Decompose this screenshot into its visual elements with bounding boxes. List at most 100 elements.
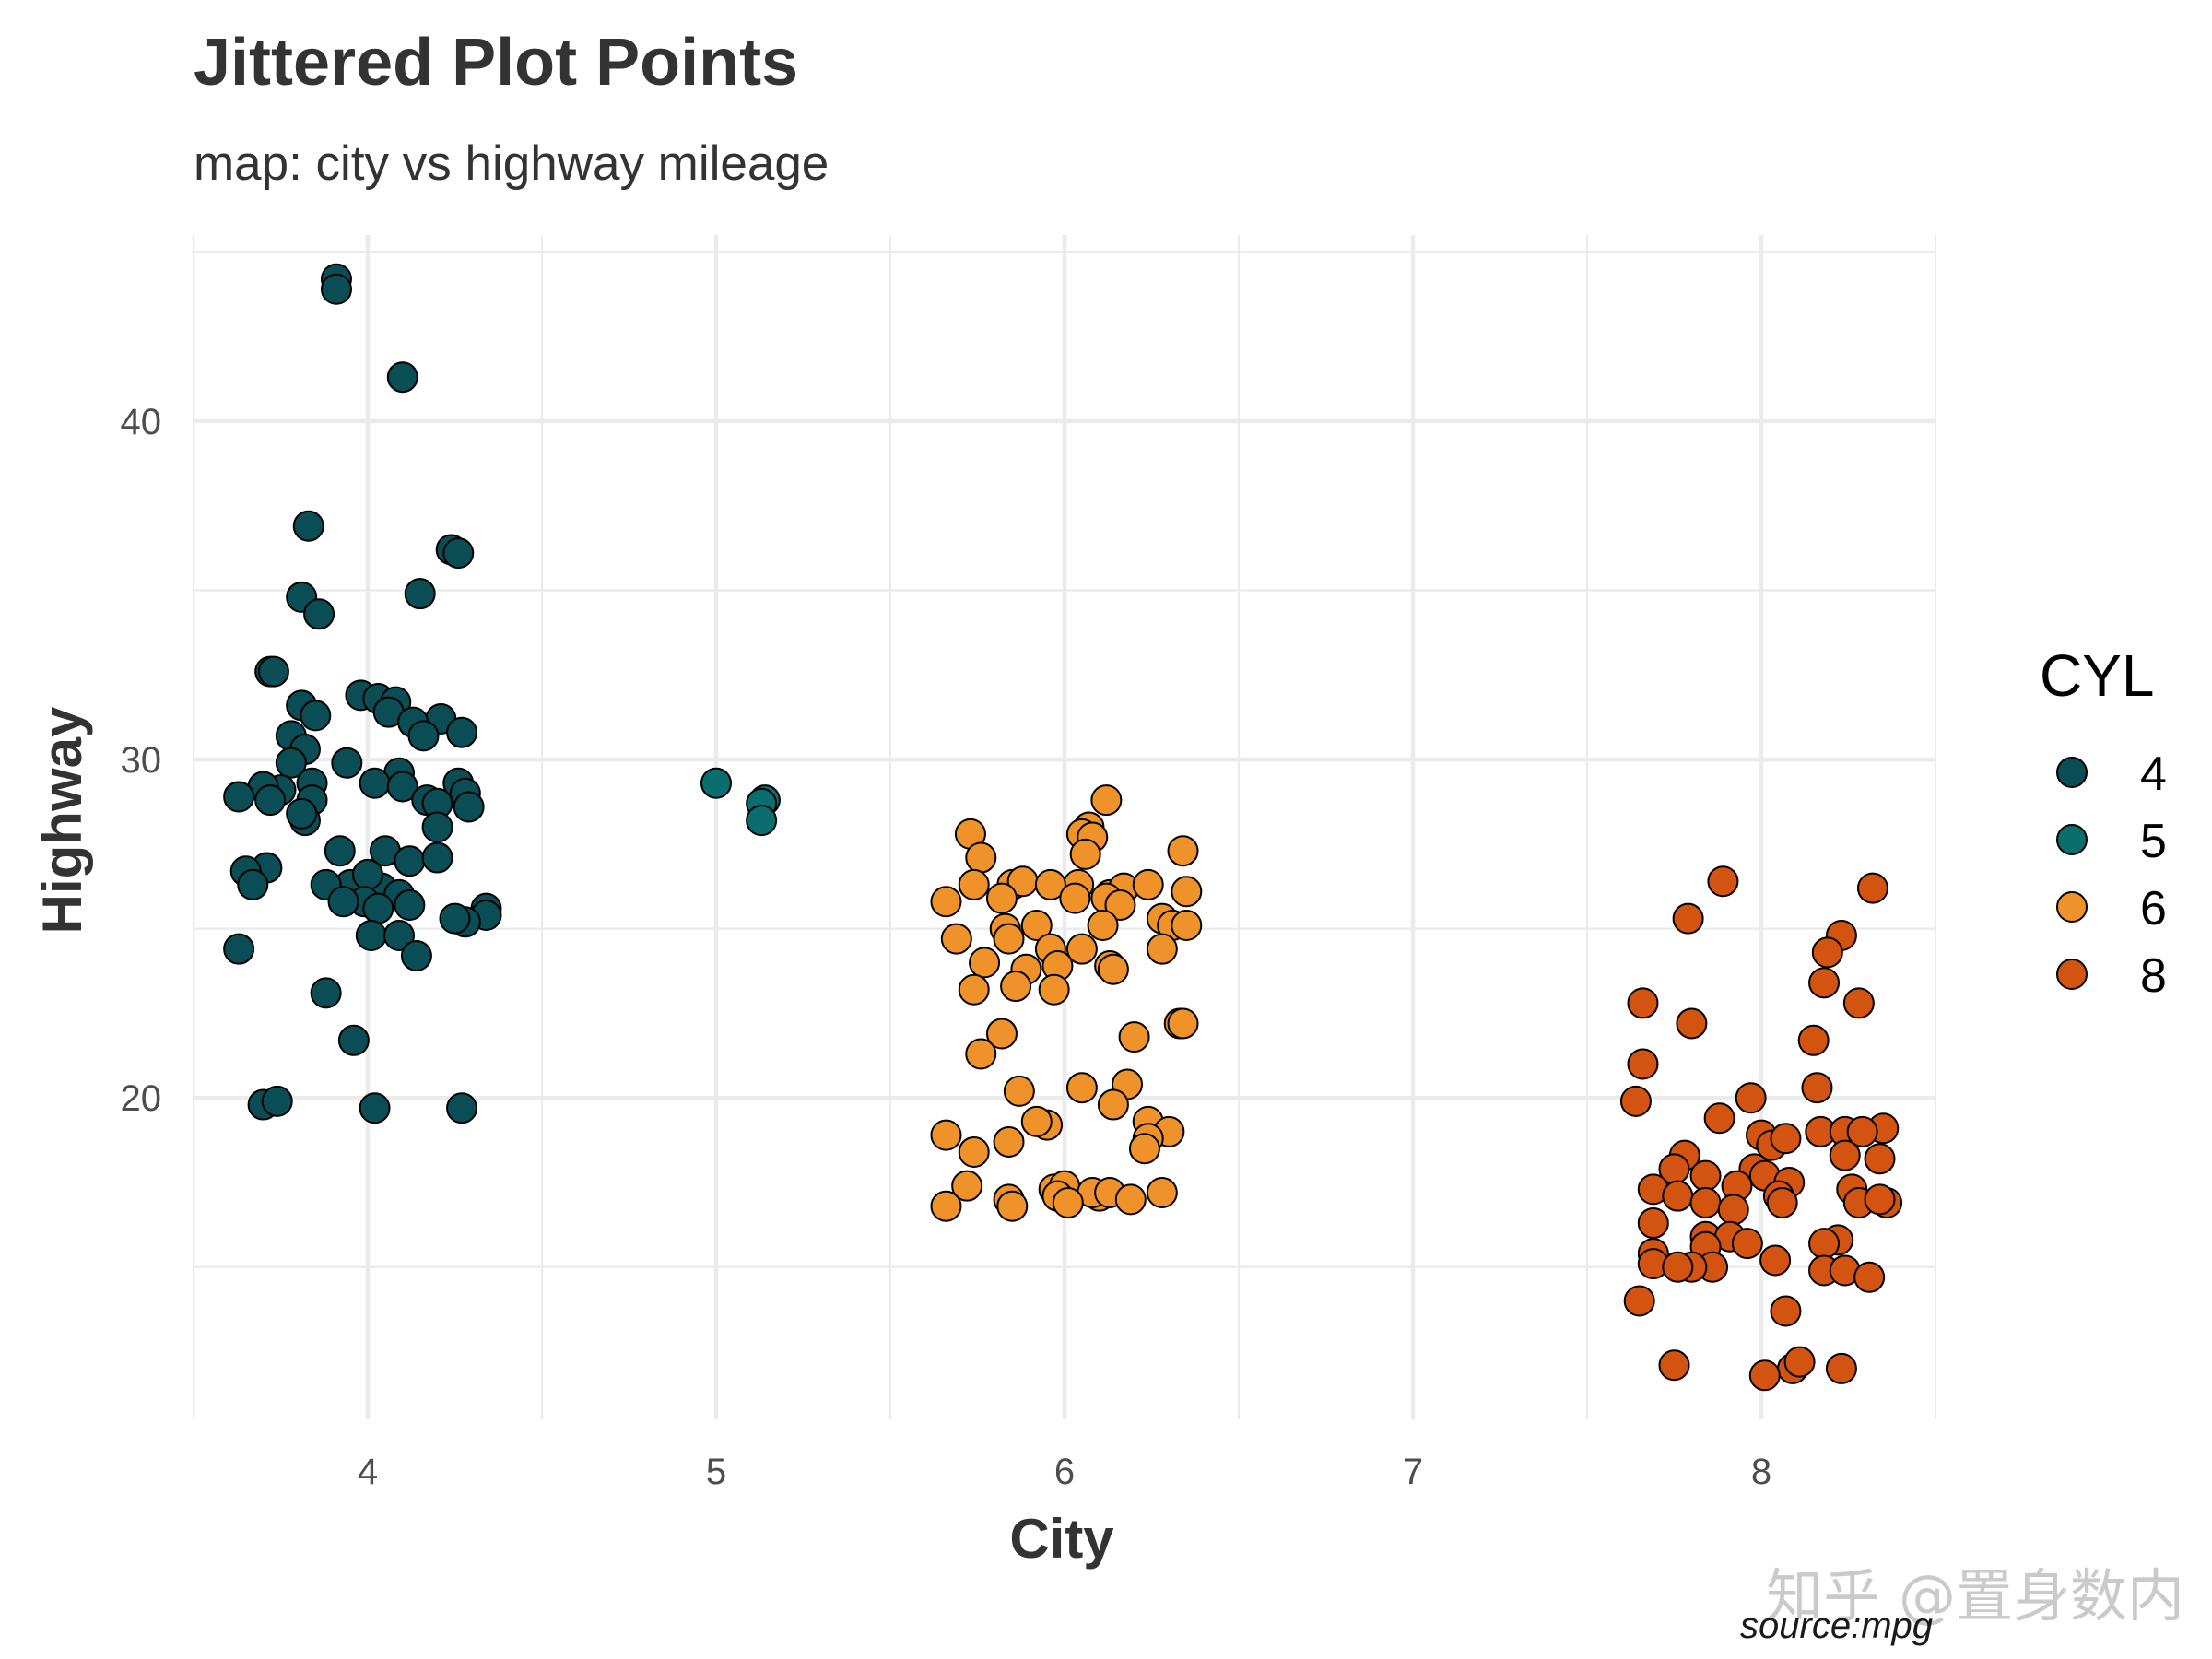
y-tick-label: 40	[121, 402, 162, 442]
point-cyl-6	[1167, 1007, 1199, 1040]
point-cyl-8	[1627, 987, 1659, 1019]
legend-label-5: 5	[2140, 815, 2167, 868]
point-cyl-4	[303, 598, 335, 630]
point-cyl-6	[958, 868, 990, 900]
point-cyl-8	[1864, 1183, 1896, 1216]
point-cyl-4	[386, 361, 418, 394]
point-cyl-4	[383, 919, 416, 951]
point-cyl-8	[1717, 1194, 1749, 1226]
point-cyl-8	[1637, 1207, 1669, 1240]
y-axis-title: Highway	[31, 706, 93, 934]
point-cyl-8	[1658, 1349, 1690, 1382]
point-cyl-6	[1128, 1133, 1160, 1165]
point-cyl-8	[1770, 1295, 1802, 1327]
point-cyl-8	[1829, 1139, 1861, 1171]
point-cyl-4	[446, 1092, 478, 1124]
data-points	[223, 263, 1903, 1392]
point-cyl-8	[1672, 902, 1704, 935]
point-cyl-6	[1020, 909, 1053, 941]
point-cyl-8	[1689, 1159, 1722, 1192]
x-tick-label: 5	[706, 1452, 726, 1492]
point-cyl-6	[1020, 1105, 1053, 1137]
point-cyl-4	[292, 510, 324, 542]
legend-label-4: 4	[2140, 747, 2167, 801]
point-cyl-4	[439, 902, 471, 935]
point-cyl-6	[1146, 1177, 1178, 1209]
point-cyl-6	[1038, 973, 1070, 1006]
point-cyl-4	[237, 868, 269, 900]
point-cyl-6	[985, 882, 1018, 914]
point-cyl-6	[1114, 1183, 1147, 1216]
point-cyl-8	[1842, 987, 1875, 1019]
watermark-text: 知乎 @置身数内	[1766, 1562, 2184, 1630]
chart-caption: source:mpg	[1740, 1606, 1933, 1646]
point-cyl-8	[1623, 1285, 1655, 1317]
point-cyl-6	[1090, 784, 1123, 817]
x-tick-label: 6	[1054, 1452, 1075, 1492]
x-tick-label: 4	[358, 1452, 378, 1492]
legend-label-8: 8	[2140, 949, 2167, 1003]
point-cyl-8	[1801, 1072, 1833, 1104]
point-cyl-6	[1000, 971, 1032, 1003]
x-axis-title: City	[1009, 1508, 1114, 1570]
point-cyl-6	[985, 1018, 1018, 1050]
point-cyl-6	[958, 1135, 990, 1168]
point-cyl-8	[1689, 1187, 1722, 1219]
point-cyl-8	[1703, 1102, 1735, 1135]
chart-title: Jittered Plot Points	[194, 26, 798, 100]
point-cyl-6	[1132, 868, 1164, 900]
point-cyl-6	[1003, 1075, 1035, 1107]
point-cyl-6	[951, 1170, 983, 1202]
point-cyl-6	[969, 947, 1001, 979]
point-cyl-8	[1735, 1082, 1767, 1114]
point-cyl-8	[1770, 1123, 1802, 1155]
point-cyl-4	[257, 655, 289, 688]
y-tick-label: 30	[121, 740, 162, 781]
legend-key-6	[2056, 891, 2088, 923]
point-cyl-6	[1104, 888, 1136, 921]
point-cyl-8	[1748, 1359, 1781, 1392]
point-cyl-8	[1825, 1352, 1857, 1384]
point-cyl-4	[223, 933, 255, 965]
point-cyl-8	[1662, 1251, 1694, 1283]
y-tick-labels: 20 30 40	[121, 402, 162, 1119]
point-cyl-4	[331, 747, 363, 779]
point-cyl-6	[1065, 1072, 1098, 1104]
chart-subtitle: map: city vs highway mileage	[194, 136, 829, 191]
point-cyl-4	[359, 767, 391, 799]
point-cyl-8	[1808, 1228, 1841, 1260]
y-tick-label: 20	[121, 1078, 162, 1119]
x-tick-label: 8	[1751, 1452, 1771, 1492]
point-cyl-8	[1627, 1048, 1659, 1080]
legend: CYL 4 5 6 8	[2040, 642, 2167, 1003]
point-cyl-8	[1662, 1180, 1694, 1212]
point-cyl-6	[1069, 838, 1101, 870]
legend-key-5	[2056, 824, 2088, 855]
point-cyl-4	[324, 835, 356, 867]
legend-key-8	[2056, 959, 2088, 990]
point-cyl-8	[1846, 1115, 1878, 1147]
point-cyl-4	[359, 1092, 391, 1124]
point-cyl-6	[996, 1190, 1029, 1222]
point-cyl-4	[223, 781, 255, 813]
point-cyl-4	[275, 747, 307, 779]
point-cyl-4	[394, 845, 426, 877]
point-cyl-4	[327, 886, 359, 918]
point-cyl-8	[1766, 1187, 1798, 1219]
point-cyl-8	[1619, 1085, 1652, 1117]
point-cyl-6	[1034, 868, 1066, 900]
point-cyl-8	[1811, 936, 1843, 969]
point-cyl-8	[1864, 1143, 1896, 1175]
point-cyl-4	[400, 940, 432, 972]
point-cyl-4	[310, 977, 342, 1009]
point-cyl-4	[407, 720, 440, 752]
legend-items: 4 5 6 8	[2056, 747, 2167, 1003]
point-cyl-6	[1059, 882, 1091, 914]
point-cyl-6	[1097, 1088, 1129, 1121]
point-cyl-8	[1676, 1007, 1708, 1040]
point-cyl-8	[1731, 1228, 1763, 1260]
point-cyl-6	[1118, 1021, 1150, 1053]
point-cyl-4	[300, 700, 332, 732]
point-cyl-4	[337, 1024, 370, 1056]
